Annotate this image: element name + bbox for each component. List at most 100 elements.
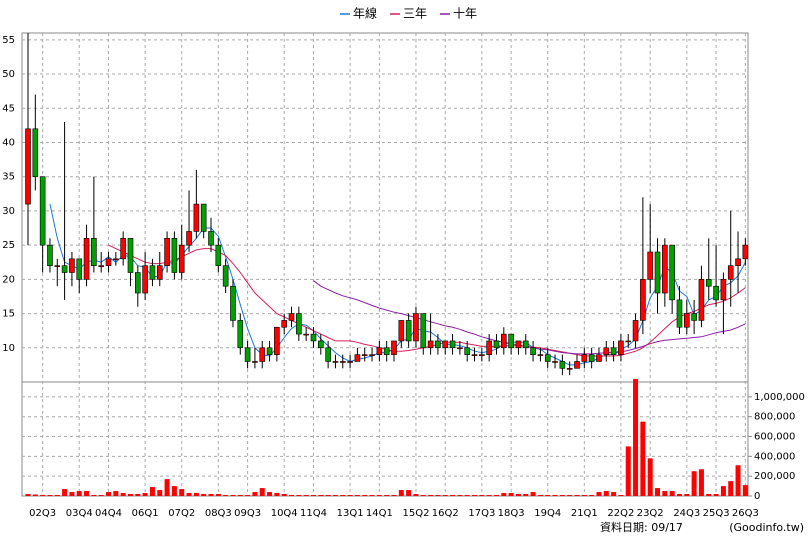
candle-body [98, 265, 104, 267]
candle-body [120, 237, 126, 260]
candle-body [449, 340, 456, 349]
candle-body [127, 237, 134, 273]
candle-body [683, 313, 690, 328]
volume-bar [201, 494, 207, 496]
volume-bar [523, 494, 529, 496]
volume-bar [596, 492, 602, 496]
volume-bar [186, 493, 192, 496]
volume-bar [618, 495, 624, 496]
candle-body [91, 237, 97, 266]
volume-bar [442, 495, 448, 496]
candle-body [178, 244, 185, 273]
volume-bar [25, 494, 31, 496]
volume-bar [406, 490, 412, 496]
candle-body [32, 128, 39, 178]
y-tick-label: 15 [2, 309, 15, 320]
candle-body [566, 368, 573, 370]
candle-body [705, 279, 712, 287]
volume-bar [537, 495, 543, 496]
volume-bar [193, 493, 199, 496]
volume-bar [735, 465, 741, 496]
x-tick-label: 11Q4 [300, 508, 327, 519]
candle-body [398, 320, 405, 342]
candle-body [603, 347, 610, 355]
y-tick-label: 10 [2, 343, 15, 354]
y2-tick-label: 400,000 [754, 451, 795, 462]
volume-bar [98, 495, 104, 496]
candle-body [237, 320, 244, 349]
x-tick-label: 09Q3 [234, 508, 261, 519]
candle-body [325, 347, 331, 362]
candle-body [164, 237, 170, 266]
candle-body [544, 354, 551, 362]
candle-body [361, 354, 368, 356]
volume-bar [267, 492, 273, 496]
volume-bar [208, 494, 214, 496]
x-tick-label: 04Q4 [95, 508, 122, 519]
volume-bar [552, 495, 558, 496]
volume-bar [310, 495, 316, 496]
candle-body [552, 361, 558, 363]
volume-bar [215, 494, 221, 496]
volume-bar [376, 495, 382, 496]
volume-bar [391, 495, 397, 496]
volume-bar [662, 491, 668, 496]
x-tick-label: 17Q3 [468, 508, 495, 519]
candle-body [135, 272, 141, 294]
candle-body [25, 128, 31, 205]
candle-body [266, 347, 273, 355]
y2-tick-label: 600,000 [754, 432, 795, 443]
candle-body [457, 347, 463, 350]
volume-bar [633, 379, 639, 496]
y-tick-label: 50 [2, 69, 15, 80]
volume-bar [691, 471, 697, 496]
volume-bar [713, 494, 719, 496]
volume-bar [669, 491, 675, 496]
candle-body [281, 320, 288, 328]
x-tick-label: 21Q1 [571, 508, 598, 519]
candle-body [376, 347, 383, 355]
volume-bar [237, 495, 243, 496]
volume-bar [676, 494, 682, 496]
x-tick-label: 10Q4 [271, 508, 298, 519]
volume-bar [40, 495, 46, 496]
volume-bar [303, 495, 309, 496]
candle-body [347, 361, 353, 363]
y-tick-label: 30 [2, 206, 15, 217]
volume-bar [62, 489, 68, 496]
candle-body [698, 279, 705, 321]
volume-bar [464, 495, 470, 496]
volume-bar [589, 495, 595, 496]
candle-body [632, 320, 639, 342]
candle-body [113, 258, 119, 261]
candle-body [508, 333, 514, 349]
candle-body [464, 347, 471, 355]
legend-label: 三年 [403, 7, 427, 21]
volume-bar [76, 491, 82, 496]
volume-bar [574, 495, 580, 496]
ma-line [108, 244, 746, 357]
x-tick-label: 18Q3 [498, 508, 525, 519]
volume-bar [354, 495, 360, 496]
y-tick-label: 45 [2, 103, 15, 114]
candle-body [559, 361, 566, 369]
volume-bar [252, 492, 258, 496]
candle-body [47, 244, 53, 266]
legend-label: 年線 [353, 6, 377, 21]
candle-body [713, 285, 719, 301]
volume-bar [493, 495, 499, 496]
volume-bar [245, 495, 251, 496]
candle-body [427, 340, 434, 349]
candle-body [581, 354, 588, 362]
candle-body [720, 279, 727, 301]
y2-tick-label: 0 [754, 491, 760, 502]
candle-body [296, 313, 302, 335]
volume-bar [135, 494, 141, 496]
candle-body [471, 354, 478, 356]
candle-body [354, 354, 361, 362]
candle-body [193, 203, 200, 232]
volume-bar [120, 493, 126, 496]
candle-body [171, 237, 178, 273]
y-tick-label: 35 [2, 172, 15, 183]
